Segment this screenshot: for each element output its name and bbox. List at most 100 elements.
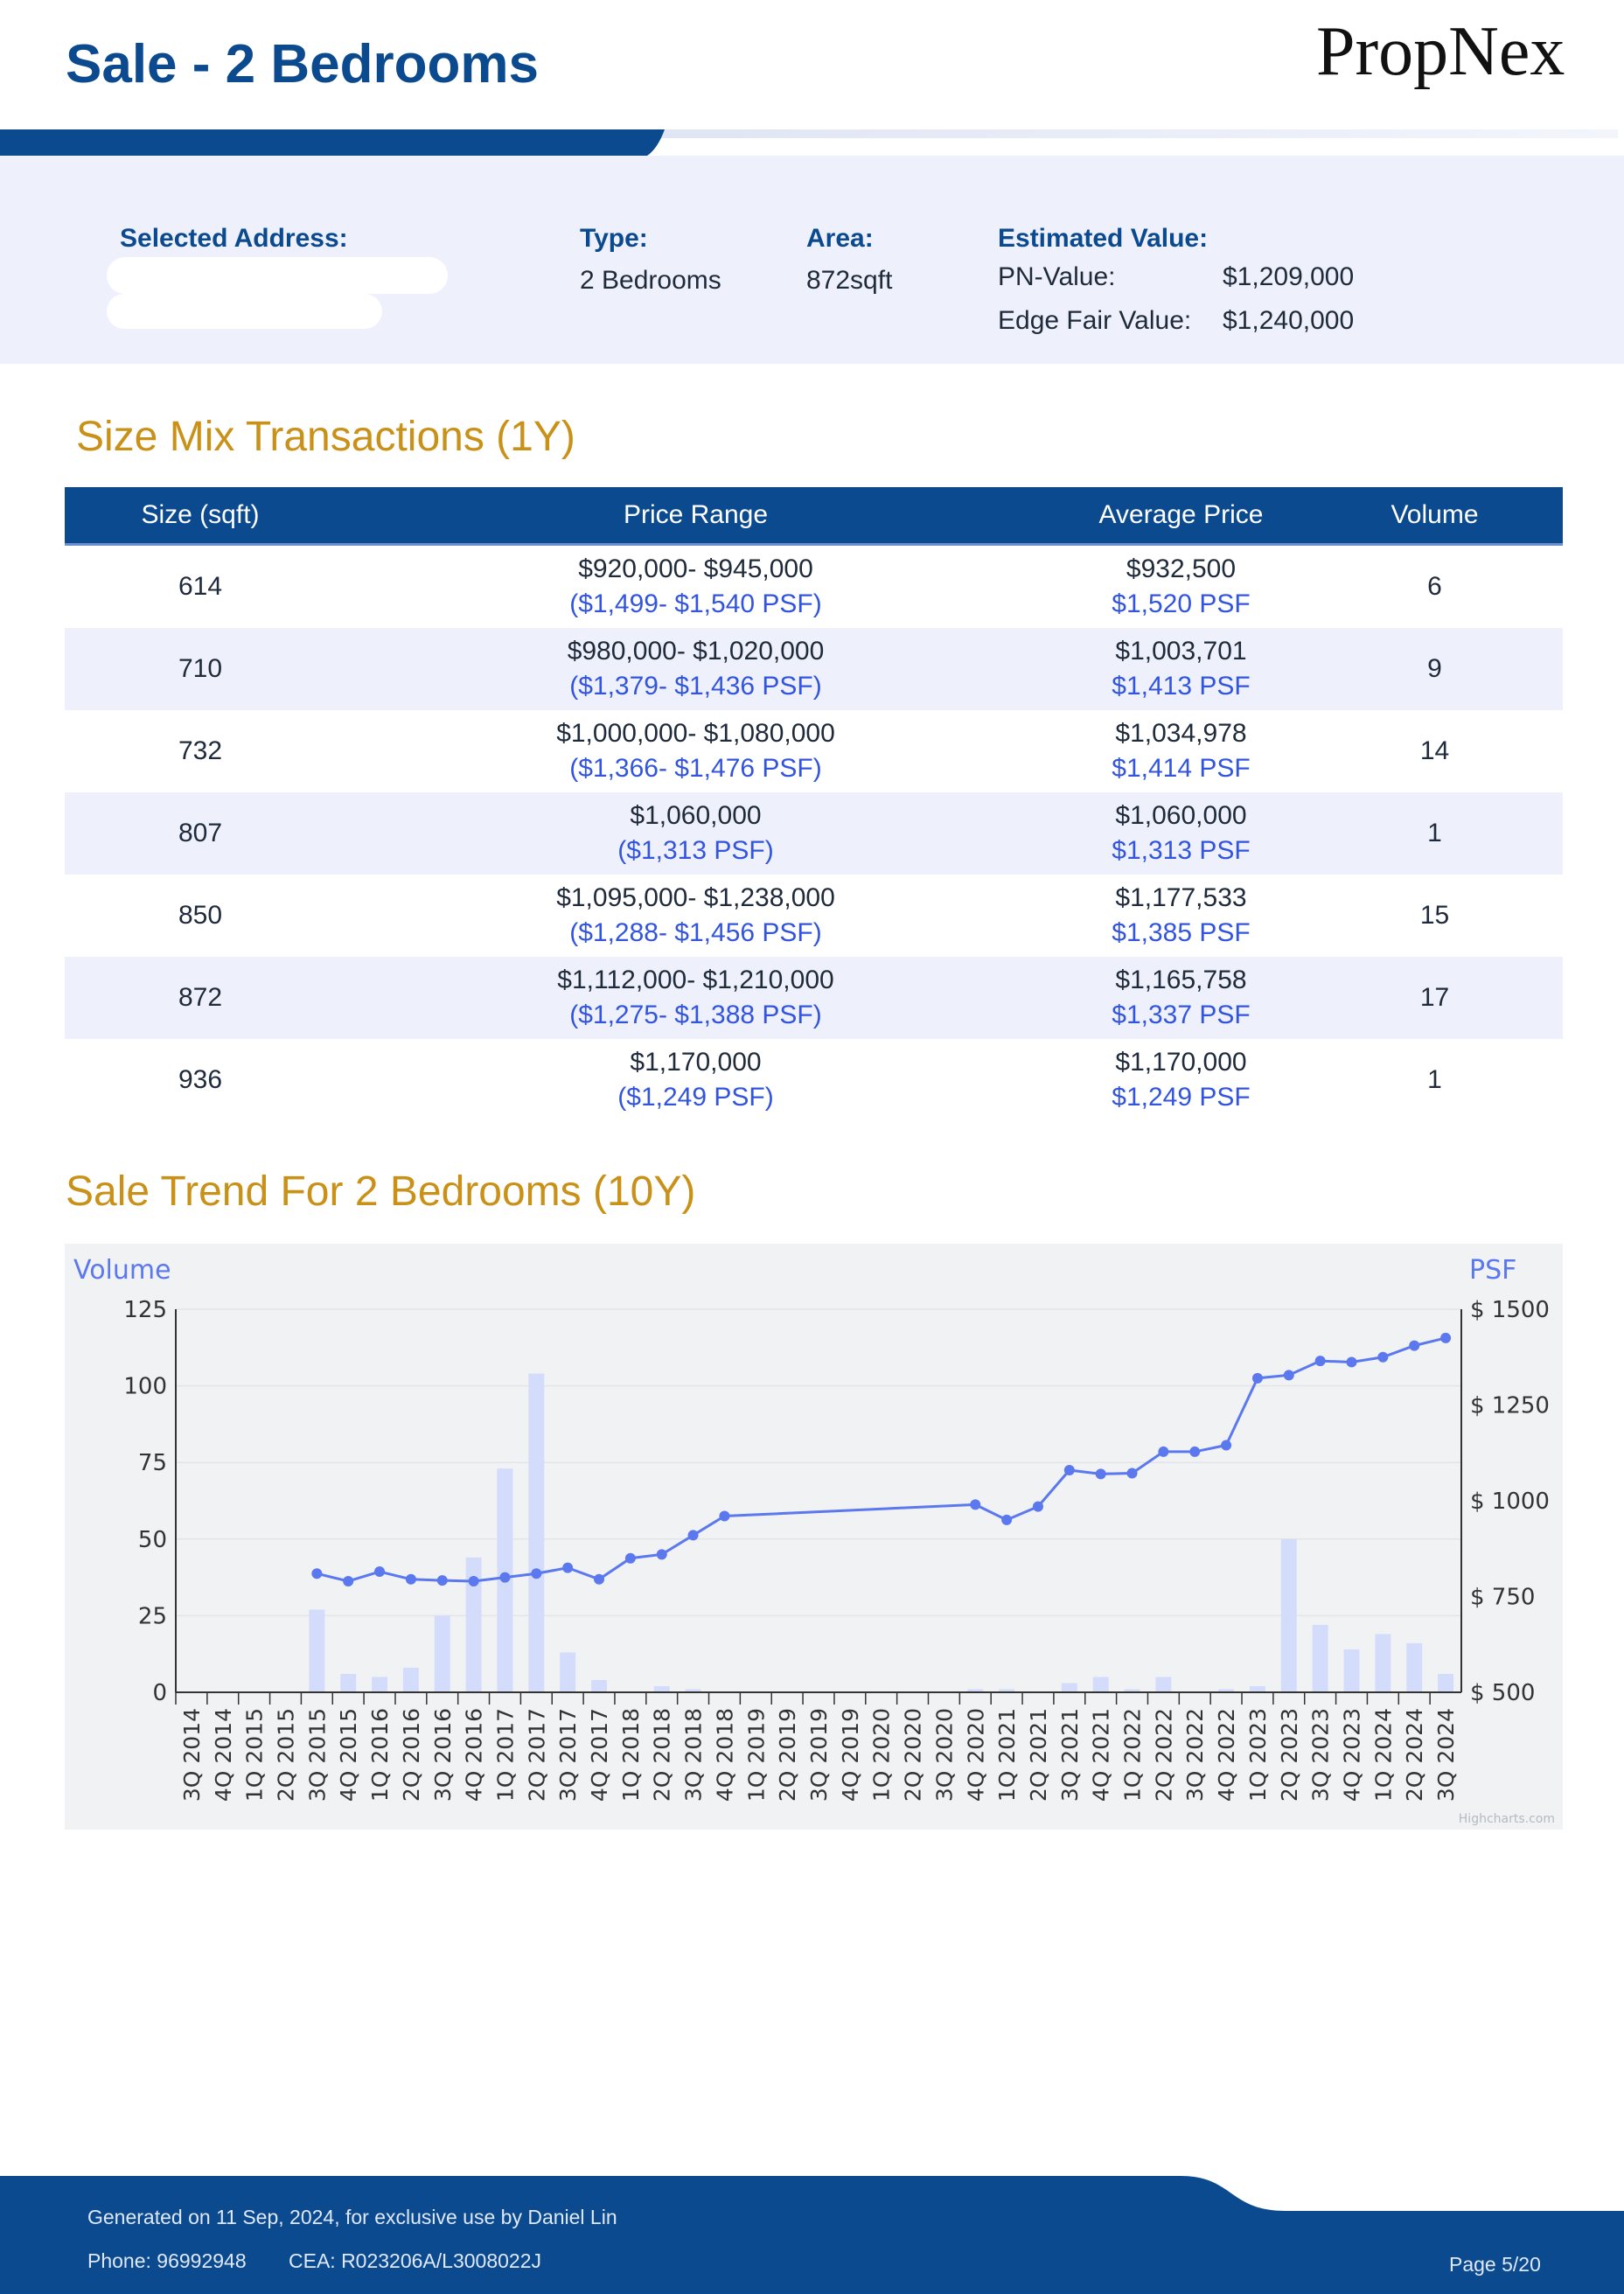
average-price: $1,165,758 (1115, 966, 1247, 994)
x-tick-label: 3Q 2018 (681, 1708, 707, 1802)
table-row: 732 $1,000,000- $1,080,000 ($1,366- $1,47… (65, 710, 1563, 792)
average-price-cell: $1,177,533 $1,385 PSF (1056, 875, 1307, 957)
volume-bar (340, 1673, 357, 1692)
generated-note: Generated on 11 Sep, 2024, for exclusive… (87, 2206, 617, 2228)
volume-bar (528, 1373, 545, 1692)
price-range: $980,000- $1,020,000 (567, 637, 825, 666)
size-cell: 850 (178, 901, 223, 930)
average-price: $1,170,000 (1115, 1048, 1247, 1077)
volume-cell: 1 (1427, 1065, 1442, 1094)
psf-point (656, 1549, 667, 1560)
price-range: $1,060,000 (630, 801, 762, 830)
psf-point (1001, 1514, 1013, 1525)
price-range-cell: $980,000- $1,020,000 ($1,379- $1,436 PSF) (336, 628, 1056, 710)
x-tick-label: 4Q 2015 (336, 1708, 361, 1802)
psf-point (1377, 1351, 1389, 1363)
footer: Generated on 11 Sep, 2024, for exclusive… (0, 2176, 1624, 2294)
volume-bar (402, 1667, 419, 1692)
psf-point (562, 1562, 574, 1573)
x-tick-label: 1Q 2019 (743, 1708, 769, 1802)
volume-bar (967, 1689, 984, 1692)
propnex-logo: PropNex (1316, 13, 1565, 90)
x-tick-label: 1Q 2023 (1245, 1708, 1271, 1802)
average-price: $1,060,000 (1115, 801, 1247, 830)
volume-bar (1343, 1649, 1360, 1692)
volume-bar (999, 1689, 1015, 1692)
psf-point (311, 1568, 323, 1579)
page-title: Sale - 2 Bedrooms (66, 34, 539, 94)
average-price-psf: $1,337 PSF (1112, 1001, 1251, 1029)
x-tick-label: 1Q 2015 (242, 1708, 268, 1802)
volume-bar (1155, 1677, 1172, 1692)
price-range: $1,095,000- $1,238,000 (556, 883, 835, 912)
average-price-psf: $1,249 PSF (1112, 1083, 1251, 1112)
psf-point (374, 1566, 386, 1578)
x-tick-label: 4Q 2019 (838, 1708, 863, 1802)
x-tick-label: 1Q 2021 (994, 1708, 1020, 1802)
right-tick-label: $ 1000 (1470, 1489, 1550, 1515)
average-price-cell: $1,003,701 $1,413 PSF (1056, 628, 1307, 710)
x-tick-label: 2Q 2017 (524, 1708, 549, 1802)
redacted-address-line2 (107, 294, 382, 329)
price-range: $920,000- $945,000 (578, 554, 813, 583)
price-range-cell: $1,170,000 ($1,249 PSF) (336, 1039, 1056, 1121)
price-range-psf: ($1,366- $1,476 PSF) (569, 754, 822, 783)
average-price: $1,177,533 (1115, 883, 1247, 912)
pn-value: $1,209,000 (1223, 262, 1355, 291)
average-price-psf: $1,413 PSF (1112, 672, 1251, 701)
x-tick-label: 3Q 2014 (179, 1708, 205, 1802)
psf-point (1095, 1468, 1106, 1480)
psf-point (1346, 1356, 1357, 1368)
volume-cell: 15 (1419, 901, 1450, 930)
x-tick-label: 4Q 2021 (1089, 1708, 1114, 1802)
average-price-cell: $1,060,000 $1,313 PSF (1056, 792, 1307, 875)
column-header-size: Size (sqft) (65, 487, 336, 546)
volume-bar (560, 1652, 576, 1692)
average-price-cell: $1,170,000 $1,249 PSF (1056, 1039, 1307, 1121)
psf-point (1440, 1332, 1452, 1343)
right-tick-label: $ 1250 (1470, 1393, 1550, 1419)
price-range-cell: $1,000,000- $1,080,000 ($1,366- $1,476 PS… (336, 710, 1056, 792)
x-tick-label: 3Q 2016 (430, 1708, 456, 1802)
left-axis-title: Volume (73, 1255, 171, 1286)
area-label: Area: (806, 224, 874, 253)
edge-fair-value: $1,240,000 (1223, 306, 1355, 335)
x-tick-label: 2Q 2020 (901, 1708, 926, 1802)
price-range: $1,170,000 (630, 1048, 762, 1077)
psf-point (499, 1572, 511, 1583)
volume-bar (653, 1685, 670, 1692)
x-tick-label: 2Q 2024 (1402, 1708, 1427, 1802)
left-tick-label: 75 (138, 1450, 167, 1476)
x-tick-label: 3Q 2019 (806, 1708, 832, 1802)
x-tick-label: 1Q 2024 (1370, 1708, 1396, 1802)
edge-fair-value-label: Edge Fair Value: (998, 306, 1192, 335)
price-range-cell: $920,000- $945,000 ($1,499- $1,540 PSF) (336, 545, 1056, 629)
x-tick-label: 3Q 2024 (1433, 1708, 1459, 1802)
volume-bar (1249, 1685, 1265, 1692)
psf-point (970, 1499, 981, 1510)
column-header-price-range: Price Range (336, 487, 1056, 546)
psf-point (1158, 1446, 1169, 1457)
left-tick-label: 100 (123, 1374, 167, 1400)
column-header-volume: Volume (1307, 487, 1563, 546)
psf-point (1189, 1446, 1201, 1457)
x-tick-label: 2Q 2022 (1151, 1708, 1176, 1802)
volume-bar (465, 1557, 482, 1692)
page-number: Page 5/20 (1449, 2253, 1541, 2276)
volume-bar (1312, 1624, 1328, 1692)
type-label: Type: (580, 224, 648, 253)
size-cell: 807 (65, 792, 336, 875)
pn-value-label: PN-Value: (998, 262, 1116, 291)
volume-bar (1092, 1677, 1109, 1692)
x-tick-label: 3Q 2021 (1057, 1708, 1083, 1802)
volume-bar (372, 1677, 388, 1692)
psf-point (405, 1573, 416, 1585)
psf-point (1063, 1464, 1075, 1475)
volume-cell: 14 (1419, 736, 1450, 765)
volume-bar (309, 1609, 325, 1692)
price-range-cell: $1,060,000 ($1,313 PSF) (336, 792, 1056, 875)
price-range-psf: ($1,275- $1,388 PSF) (569, 1001, 822, 1029)
x-tick-label: 2Q 2023 (1277, 1708, 1302, 1802)
table-row: 850 $1,095,000- $1,238,000 ($1,288- $1,45… (65, 875, 1563, 957)
x-tick-label: 2Q 2016 (399, 1708, 424, 1802)
